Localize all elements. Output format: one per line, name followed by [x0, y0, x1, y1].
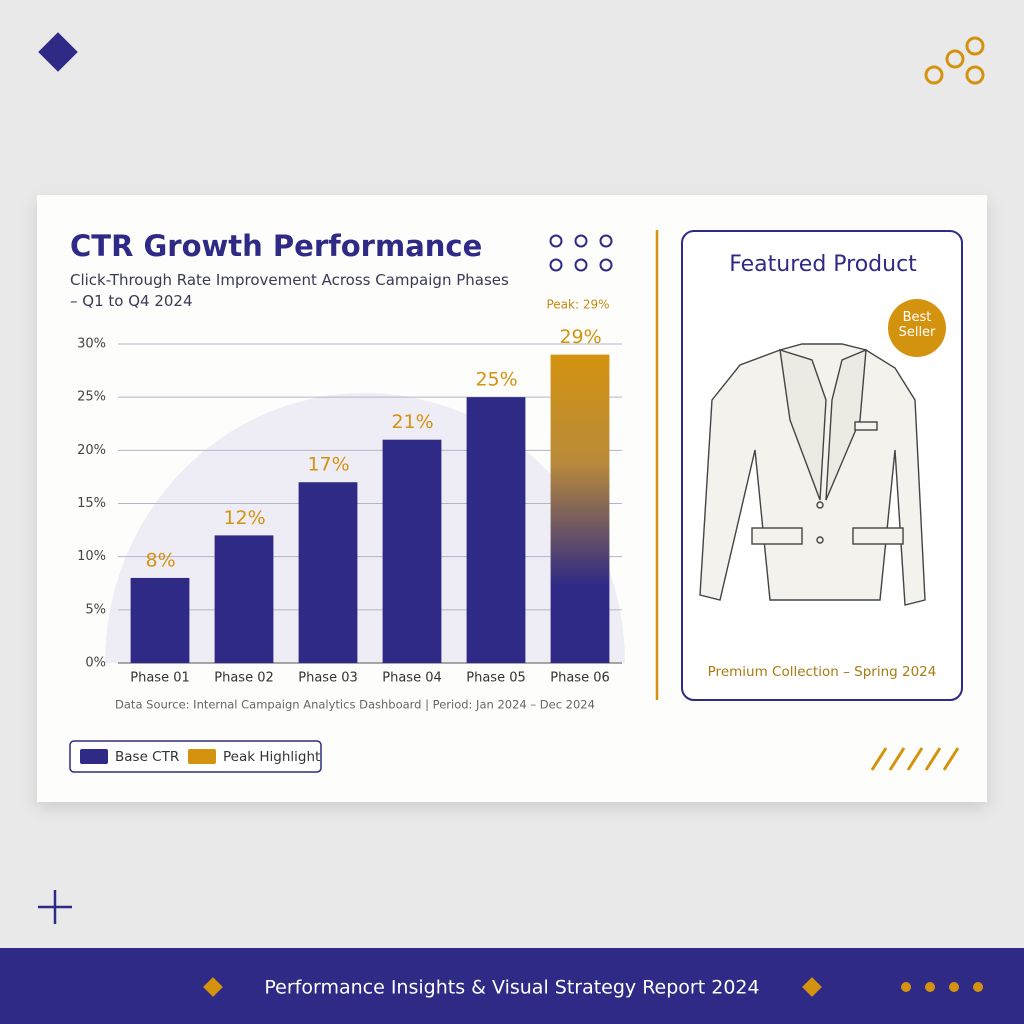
x-tick-label: Phase 01	[130, 671, 190, 686]
legend-label: Peak Highlight	[223, 749, 320, 765]
value-label: 17%	[307, 454, 349, 476]
annotation: Peak: 29%	[546, 298, 609, 312]
bar	[466, 397, 526, 663]
value-label: 29%	[559, 326, 601, 348]
product-caption: Premium Collection – Spring 2024	[708, 664, 937, 680]
y-tick-label: 15%	[77, 496, 106, 511]
y-tick-label: 5%	[85, 602, 106, 617]
deco-plus	[38, 890, 72, 924]
legend-swatch	[188, 749, 216, 764]
legend-label: Base CTR	[115, 749, 179, 765]
legend-swatch	[80, 749, 108, 764]
footer-title: Performance Insights & Visual Strategy R…	[264, 977, 759, 999]
product-heading: Featured Product	[729, 252, 917, 277]
badge-wrap: Best Seller	[898, 310, 936, 340]
value-label: 12%	[223, 507, 265, 529]
value-label: 8%	[146, 549, 176, 571]
badge	[888, 299, 946, 357]
y-tick-label: 10%	[77, 549, 106, 564]
jacket	[699, 343, 926, 606]
deco-dots	[901, 982, 983, 992]
deco-dots	[549, 234, 613, 272]
y-tick-label: 25%	[77, 390, 106, 405]
deco-diamond	[802, 977, 822, 997]
value-label: 25%	[475, 369, 517, 391]
y-tick-label: 30%	[77, 337, 106, 352]
bar	[298, 482, 358, 663]
bar	[382, 439, 442, 663]
bar	[214, 535, 274, 663]
footer-band	[0, 948, 1024, 1024]
chart-subtitle: Click-Through Rate Improvement Across Ca…	[70, 271, 509, 310]
value-label: 21%	[391, 411, 433, 433]
source-note: Data Source: Internal Campaign Analytics…	[115, 698, 595, 712]
bar	[550, 354, 610, 663]
x-tick-label: Phase 03	[298, 671, 358, 686]
x-tick-label: Phase 04	[382, 671, 442, 686]
deco-slashes	[870, 747, 960, 771]
badge-text: Best Seller	[898, 310, 936, 340]
y-tick-label: 0%	[85, 656, 106, 671]
y-tick-label: 20%	[77, 443, 106, 458]
chart-title: CTR Growth Performance	[70, 229, 482, 263]
bar	[130, 577, 190, 663]
x-tick-label: Phase 02	[214, 671, 274, 686]
x-tick-label: Phase 05	[466, 671, 526, 686]
deco-circles	[924, 36, 985, 85]
x-tick-label: Phase 06	[550, 671, 610, 686]
deco-diamond	[38, 32, 78, 72]
